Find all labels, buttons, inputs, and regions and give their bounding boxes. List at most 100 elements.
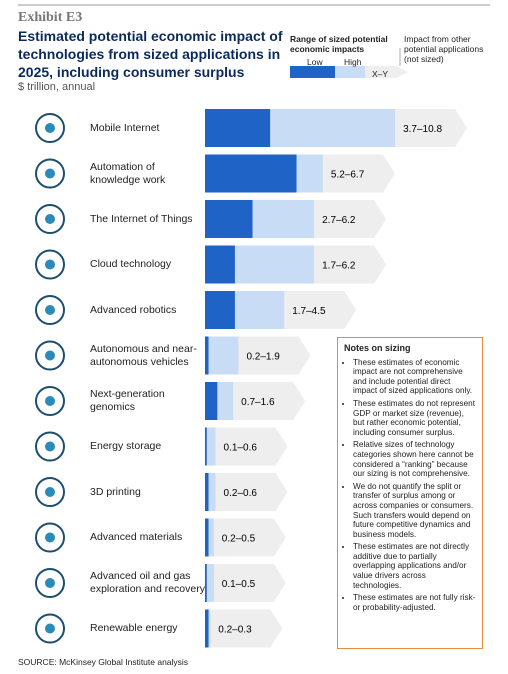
bar-low xyxy=(205,336,209,375)
source: SOURCE: McKinsey Global Institute analys… xyxy=(18,657,189,667)
icon xyxy=(35,158,65,189)
chart-title: Estimated potential economic impact of t… xyxy=(18,28,283,80)
bar-low xyxy=(205,427,207,466)
icon-shape xyxy=(35,613,65,644)
notes-title: Notes on sizing xyxy=(344,343,411,353)
icon-shape xyxy=(45,623,55,634)
category-label-line: Renewable energy xyxy=(90,622,178,634)
category-label-line: 3D printing xyxy=(90,485,141,498)
note-item: These estimates do not represent GDP or … xyxy=(353,399,476,437)
bar-low xyxy=(205,382,218,420)
range-label: 0.1–0.5 xyxy=(222,579,256,590)
icon-shape xyxy=(35,431,65,462)
icon-shape xyxy=(35,568,65,598)
icon-shape xyxy=(35,522,65,553)
icon-shape xyxy=(45,441,55,452)
category-label-line: exploration and recovery xyxy=(90,583,205,595)
category-label-line: autonomous vehicles xyxy=(90,355,189,368)
icon-shape xyxy=(45,259,55,270)
range-label: 3.7–10.8 xyxy=(403,124,442,135)
category-label: Mobile Internet xyxy=(90,122,159,135)
icon-shape xyxy=(45,350,55,361)
icon-shape xyxy=(35,386,65,416)
category-label-line: Cloud technology xyxy=(90,258,172,270)
range-label: 0.7–1.6 xyxy=(241,397,275,408)
note-item: These estimates of economic impact are n… xyxy=(353,358,476,396)
legend-swatch xyxy=(290,66,335,78)
bar-high xyxy=(205,564,214,602)
icon-shape xyxy=(35,113,65,143)
icon xyxy=(35,113,65,143)
legend-title: Range of sized potential economic impact… xyxy=(290,34,388,54)
category-label-line: The Internet of Things xyxy=(90,212,193,225)
category-label-line: Advanced oil and gas xyxy=(90,570,191,582)
icon xyxy=(35,340,65,371)
range-label: 0.2–1.9 xyxy=(246,352,280,363)
bar-high xyxy=(205,473,216,511)
bar-low xyxy=(205,109,271,147)
category-label: Advanced oil and gas exploration and reco… xyxy=(90,570,205,596)
icon xyxy=(35,431,65,462)
category-label: Cloud technology xyxy=(90,258,171,271)
icon xyxy=(35,477,65,507)
category-label: Autonomous and near-autonomous vehicles xyxy=(90,343,197,369)
category-label-line: Advanced robotics xyxy=(90,303,177,316)
category-label: Energy storage xyxy=(90,440,161,453)
icon xyxy=(35,568,65,598)
category-label: Advanced robotics xyxy=(90,304,176,317)
bar-low xyxy=(205,564,207,602)
other-impact-arrow xyxy=(205,609,283,648)
category-label-line: Energy storage xyxy=(90,440,162,452)
bar-low xyxy=(205,245,235,284)
category-label: Renewable energy xyxy=(90,622,178,635)
category-label: Advanced materials xyxy=(90,531,182,544)
category-label-line: knowledge work xyxy=(90,173,166,186)
category-label: 3D printing xyxy=(90,486,141,499)
category-label-line: Autonomous and near- xyxy=(90,342,197,355)
icon xyxy=(35,204,65,234)
exhibit-label: Exhibit E3 xyxy=(18,10,83,25)
range-label: 0.2–0.6 xyxy=(224,488,258,499)
icon xyxy=(35,295,65,325)
bar-low xyxy=(205,473,209,511)
legend-range: X–Y xyxy=(372,69,389,79)
category-label-line: Next-generation xyxy=(90,388,165,400)
icon-shape xyxy=(35,295,65,325)
icon xyxy=(35,522,65,553)
legend-label: High xyxy=(344,57,362,67)
category-label: Next-generation genomics xyxy=(90,388,165,414)
subtitle: $ trillion, annual xyxy=(18,81,96,93)
range-label: 0.1–0.6 xyxy=(224,443,258,454)
icon-shape xyxy=(35,477,65,507)
range-label: 2.7–6.2 xyxy=(322,215,356,226)
range-label: 1.7–6.2 xyxy=(322,261,356,272)
category-label: The Internet of Things xyxy=(90,213,193,226)
icon-shape xyxy=(45,305,55,315)
icon xyxy=(35,386,65,416)
notes-box: Notes on sizing These estimates of econom… xyxy=(337,337,483,649)
icon-shape xyxy=(35,204,65,234)
legend-other: Impact from other potential applications… xyxy=(404,34,484,64)
note-item: These estimates are not fully risk- or p… xyxy=(353,593,476,612)
bar-high xyxy=(205,336,239,375)
bar-low xyxy=(205,291,235,329)
other-impact-arrow xyxy=(205,473,288,511)
other-impact-arrow xyxy=(205,564,286,602)
icon-shape xyxy=(45,214,55,224)
icon-shape xyxy=(35,249,65,280)
icon-shape xyxy=(45,487,55,497)
notes-list: These estimates of economic impact are n… xyxy=(344,358,476,613)
range-label: 0.2–0.5 xyxy=(222,534,256,545)
bar-low xyxy=(205,200,253,238)
bar-high xyxy=(205,518,214,557)
category-label-line: Advanced materials xyxy=(90,531,183,543)
range-label: 1.7–4.5 xyxy=(292,306,326,317)
bar-high xyxy=(205,427,216,466)
icon-shape xyxy=(45,578,55,588)
icon-shape xyxy=(35,340,65,371)
note-item: These estimates are not directly additiv… xyxy=(353,542,476,590)
category-label: Automation of knowledge work xyxy=(90,161,165,187)
range-label: 0.2–0.3 xyxy=(218,625,252,636)
bar-low xyxy=(205,518,209,557)
